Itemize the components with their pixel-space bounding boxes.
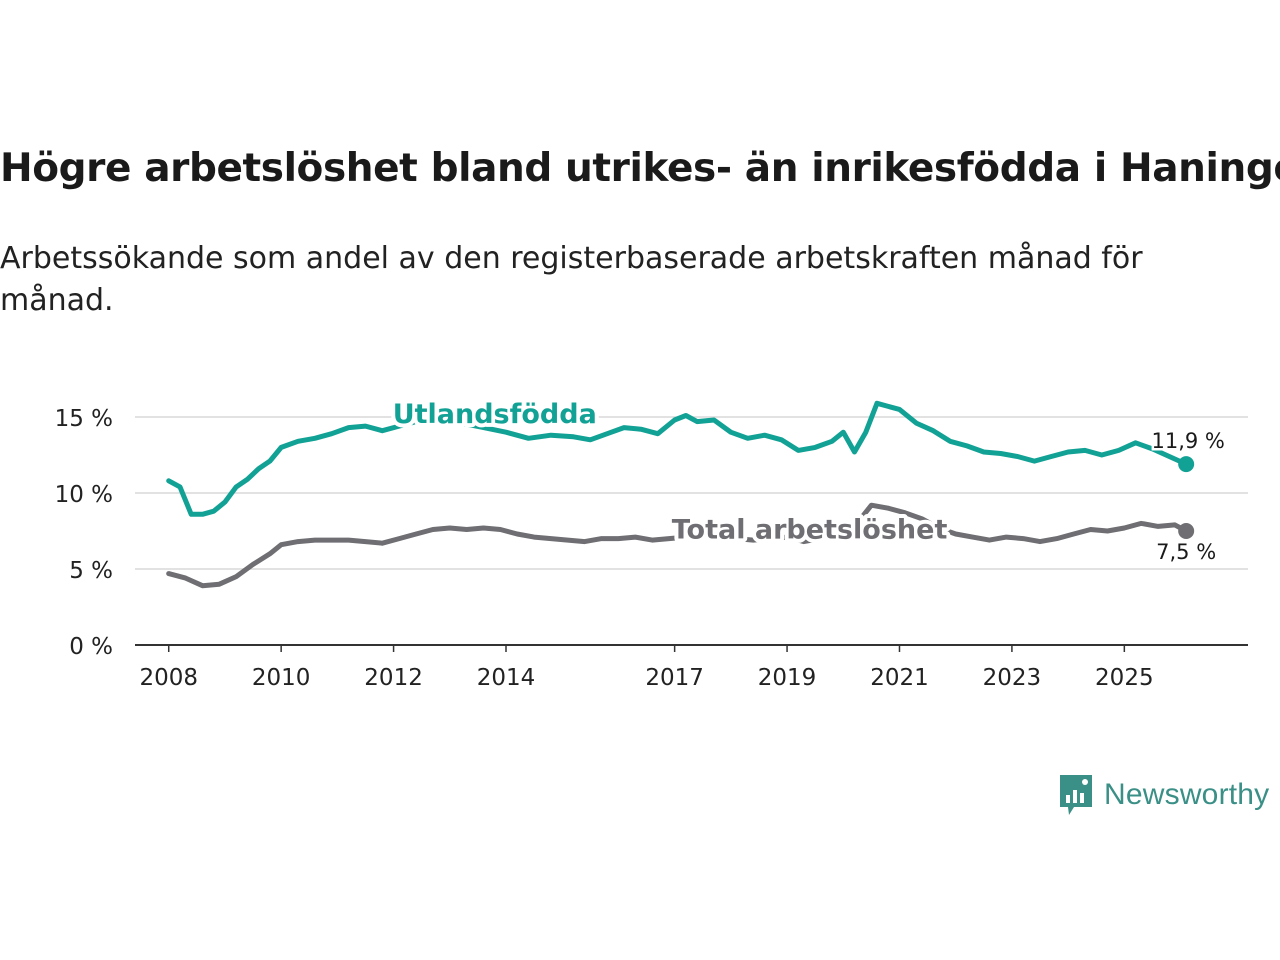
chart-subtitle: Arbetssökande som andel av den registerb…	[0, 241, 1143, 318]
series-labels: Utlandsfödda 11,9 % Total arbetslöshet 7,5 …	[389, 395, 1228, 567]
y-tick-label: 10 %	[55, 482, 113, 508]
x-tick-label: 2014	[477, 665, 536, 691]
series-line	[166, 502, 1189, 589]
x-tick-label: 2025	[1095, 665, 1154, 691]
brand-name: Newsworthy	[1104, 778, 1270, 811]
x-tick-label: 2010	[252, 665, 311, 691]
x-tick-label: 2019	[758, 665, 817, 691]
newsworthy-logo-icon	[1060, 775, 1092, 815]
series-end-value-label: 11,9 %	[1151, 429, 1224, 453]
x-tick-label: 2021	[870, 665, 929, 691]
x-tick-label: 2008	[139, 665, 198, 691]
y-tick-label: 0 %	[69, 634, 113, 660]
series-end-point	[1178, 523, 1195, 539]
series-end-value-label: 7,5 %	[1156, 540, 1216, 564]
series-end-point	[1178, 456, 1195, 473]
y-tick-label: 5 %	[69, 558, 113, 584]
x-tick-label: 2012	[364, 665, 423, 691]
x-tick-label: 2017	[645, 665, 704, 691]
line-chart: Utlandsfödda 11,9 % Total arbetslöshet 7,5 …	[55, 395, 1248, 691]
brand-logo: Newsworthy	[1058, 772, 1269, 818]
y-tick-label: 15 %	[55, 406, 113, 432]
series-name-label: Total arbetslöshet	[672, 514, 948, 545]
chart-title: Högre arbetslöshet bland utrikes- än inr…	[0, 146, 1280, 191]
x-tick-label: 2023	[983, 665, 1042, 691]
series-name-label: Utlandsfödda	[393, 399, 597, 430]
series-lines	[166, 400, 1195, 589]
axes: 0 % 5 % 10 % 15 % 2008 2010 2012 2014 2017 2019 20…	[55, 406, 1248, 691]
series-line	[166, 400, 1189, 517]
